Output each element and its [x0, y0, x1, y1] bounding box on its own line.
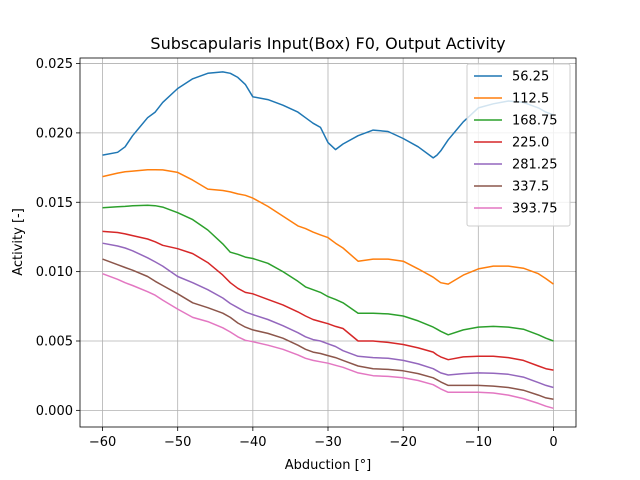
x-tick-label: −50: [164, 435, 191, 450]
y-tick-label: 0.010: [36, 265, 73, 280]
tick-layer: −60 −50 −40 −30 −20 −10 0 0.000 0.005 0.010 0.015 0…: [36, 57, 558, 450]
legend-label-3: 225.0: [512, 136, 549, 151]
series-line-5: [102, 258, 554, 401]
y-axis-label: Activity [-]: [11, 208, 26, 276]
series-line-1: [102, 168, 554, 285]
series-line-4: [102, 242, 554, 389]
y-tick-label: 0.000: [36, 404, 73, 419]
legend-label-0: 56.25: [512, 70, 549, 85]
y-tick-label: 0.015: [36, 196, 73, 211]
legend-label-5: 337.5: [512, 180, 549, 195]
y-tick-label: 0.020: [36, 126, 73, 141]
series-line-3: [102, 230, 554, 371]
x-tick-label: −10: [465, 435, 492, 450]
x-tick-label: 0: [549, 435, 557, 450]
chart-title: Subscapularis Input(Box) F0, Output Acti…: [150, 34, 505, 53]
series-line-2: [102, 204, 554, 342]
legend: 56.25 112.5 168.75 225.0 281.25 337.5 393.75: [466, 63, 571, 227]
legend-label-6: 393.75: [512, 202, 558, 217]
x-axis-label: Abduction [°]: [285, 458, 371, 473]
x-tick-label: −30: [314, 435, 341, 450]
series-line-6: [102, 272, 554, 410]
legend-label-2: 168.75: [512, 114, 558, 129]
x-tick-label: −40: [239, 435, 266, 450]
y-tick-label: 0.005: [36, 334, 73, 349]
y-tick-label: 0.025: [36, 57, 73, 72]
x-tick-label: −20: [389, 435, 416, 450]
legend-label-4: 281.25: [512, 158, 558, 173]
x-tick-label: −60: [89, 435, 116, 450]
series-layer: [102, 71, 554, 410]
legend-label-1: 112.5: [512, 92, 549, 107]
